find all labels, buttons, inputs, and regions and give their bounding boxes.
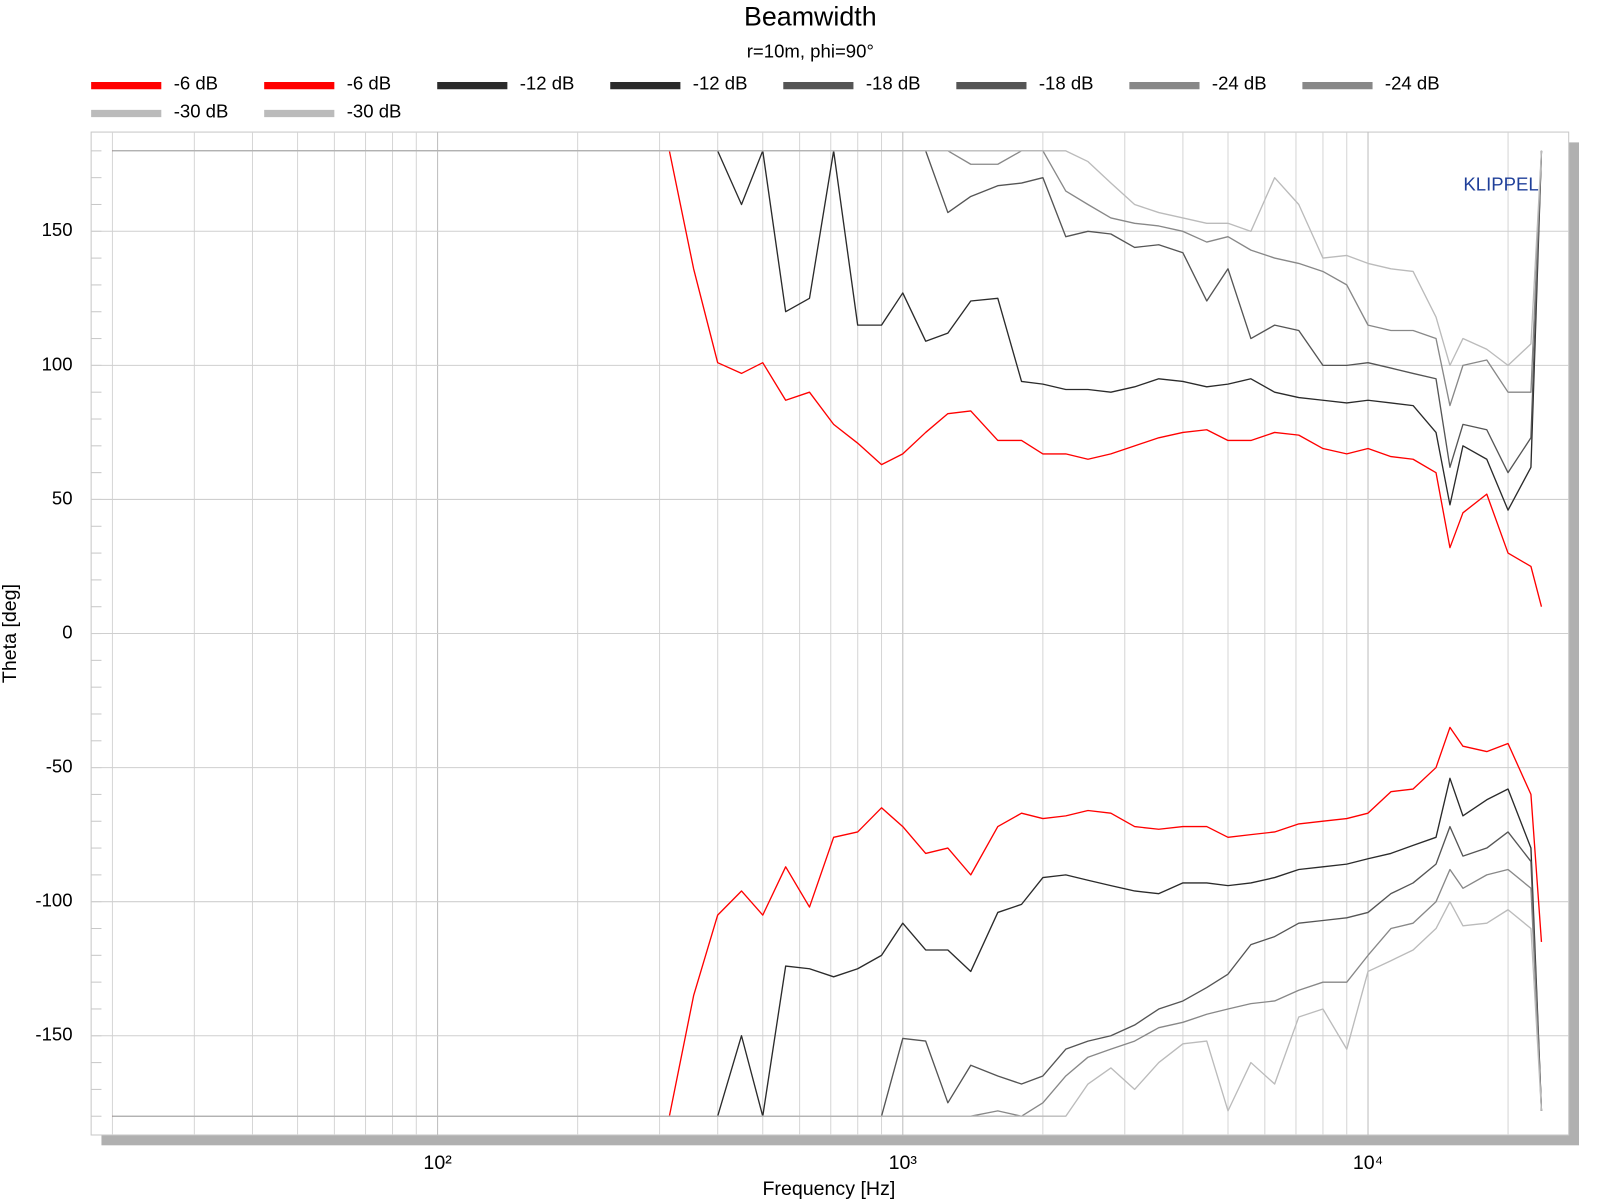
legend-label: -6 dB <box>174 73 218 94</box>
y-axis-label: Theta [deg] <box>0 584 21 683</box>
legend-label: -12 dB <box>693 73 748 94</box>
chart-subtitle: r=10m, phi=90° <box>747 41 874 62</box>
legend: -6 dB -6 dB -12 dB -12 dB -18 dB -18 dB -24 dB… <box>91 73 1440 121</box>
legend-label: -18 dB <box>1039 73 1094 94</box>
y-tick-label: 0 <box>62 621 72 642</box>
legend-label: -24 dB <box>1212 73 1267 94</box>
y-tick-label: -150 <box>35 1024 72 1045</box>
legend-label: -30 dB <box>347 100 402 121</box>
series-line <box>112 150 1543 511</box>
series-line <box>112 777 1543 1117</box>
series-line <box>112 901 1543 1117</box>
x-tick-label: 10⁴ <box>1353 1152 1383 1174</box>
y-tick-label: 100 <box>42 353 73 374</box>
y-tick-label: -50 <box>46 756 73 777</box>
x-tick-label: 10² <box>423 1152 452 1174</box>
series-line <box>112 150 1543 367</box>
y-tick-label: 150 <box>42 219 73 240</box>
x-axis-label: Frequency [Hz] <box>762 1178 895 1200</box>
legend-label: -18 dB <box>866 73 921 94</box>
legend-label: -12 dB <box>520 73 575 94</box>
legend-label: -24 dB <box>1385 73 1440 94</box>
lines <box>112 150 1543 1117</box>
grid <box>91 132 1569 1135</box>
x-tick-label: 10³ <box>889 1152 918 1174</box>
chart-title: Beamwidth <box>744 2 877 32</box>
legend-label: -6 dB <box>347 73 391 94</box>
series-line <box>112 150 1543 607</box>
annotation: KLIPPEL <box>1463 174 1538 195</box>
y-tick-label: -100 <box>35 890 72 911</box>
legend-label: -30 dB <box>174 100 229 121</box>
y-tick-label: 50 <box>52 487 73 508</box>
series-line <box>112 726 1543 1117</box>
